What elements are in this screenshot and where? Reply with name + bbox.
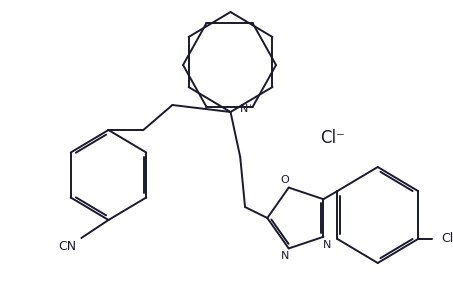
Text: CN: CN [59,240,77,253]
Text: N: N [281,251,289,261]
Text: N: N [323,240,332,250]
Text: O: O [280,175,289,185]
Text: Cl⁻: Cl⁻ [320,129,345,147]
Text: Cl: Cl [441,232,453,246]
Text: N⁺: N⁺ [240,104,255,114]
